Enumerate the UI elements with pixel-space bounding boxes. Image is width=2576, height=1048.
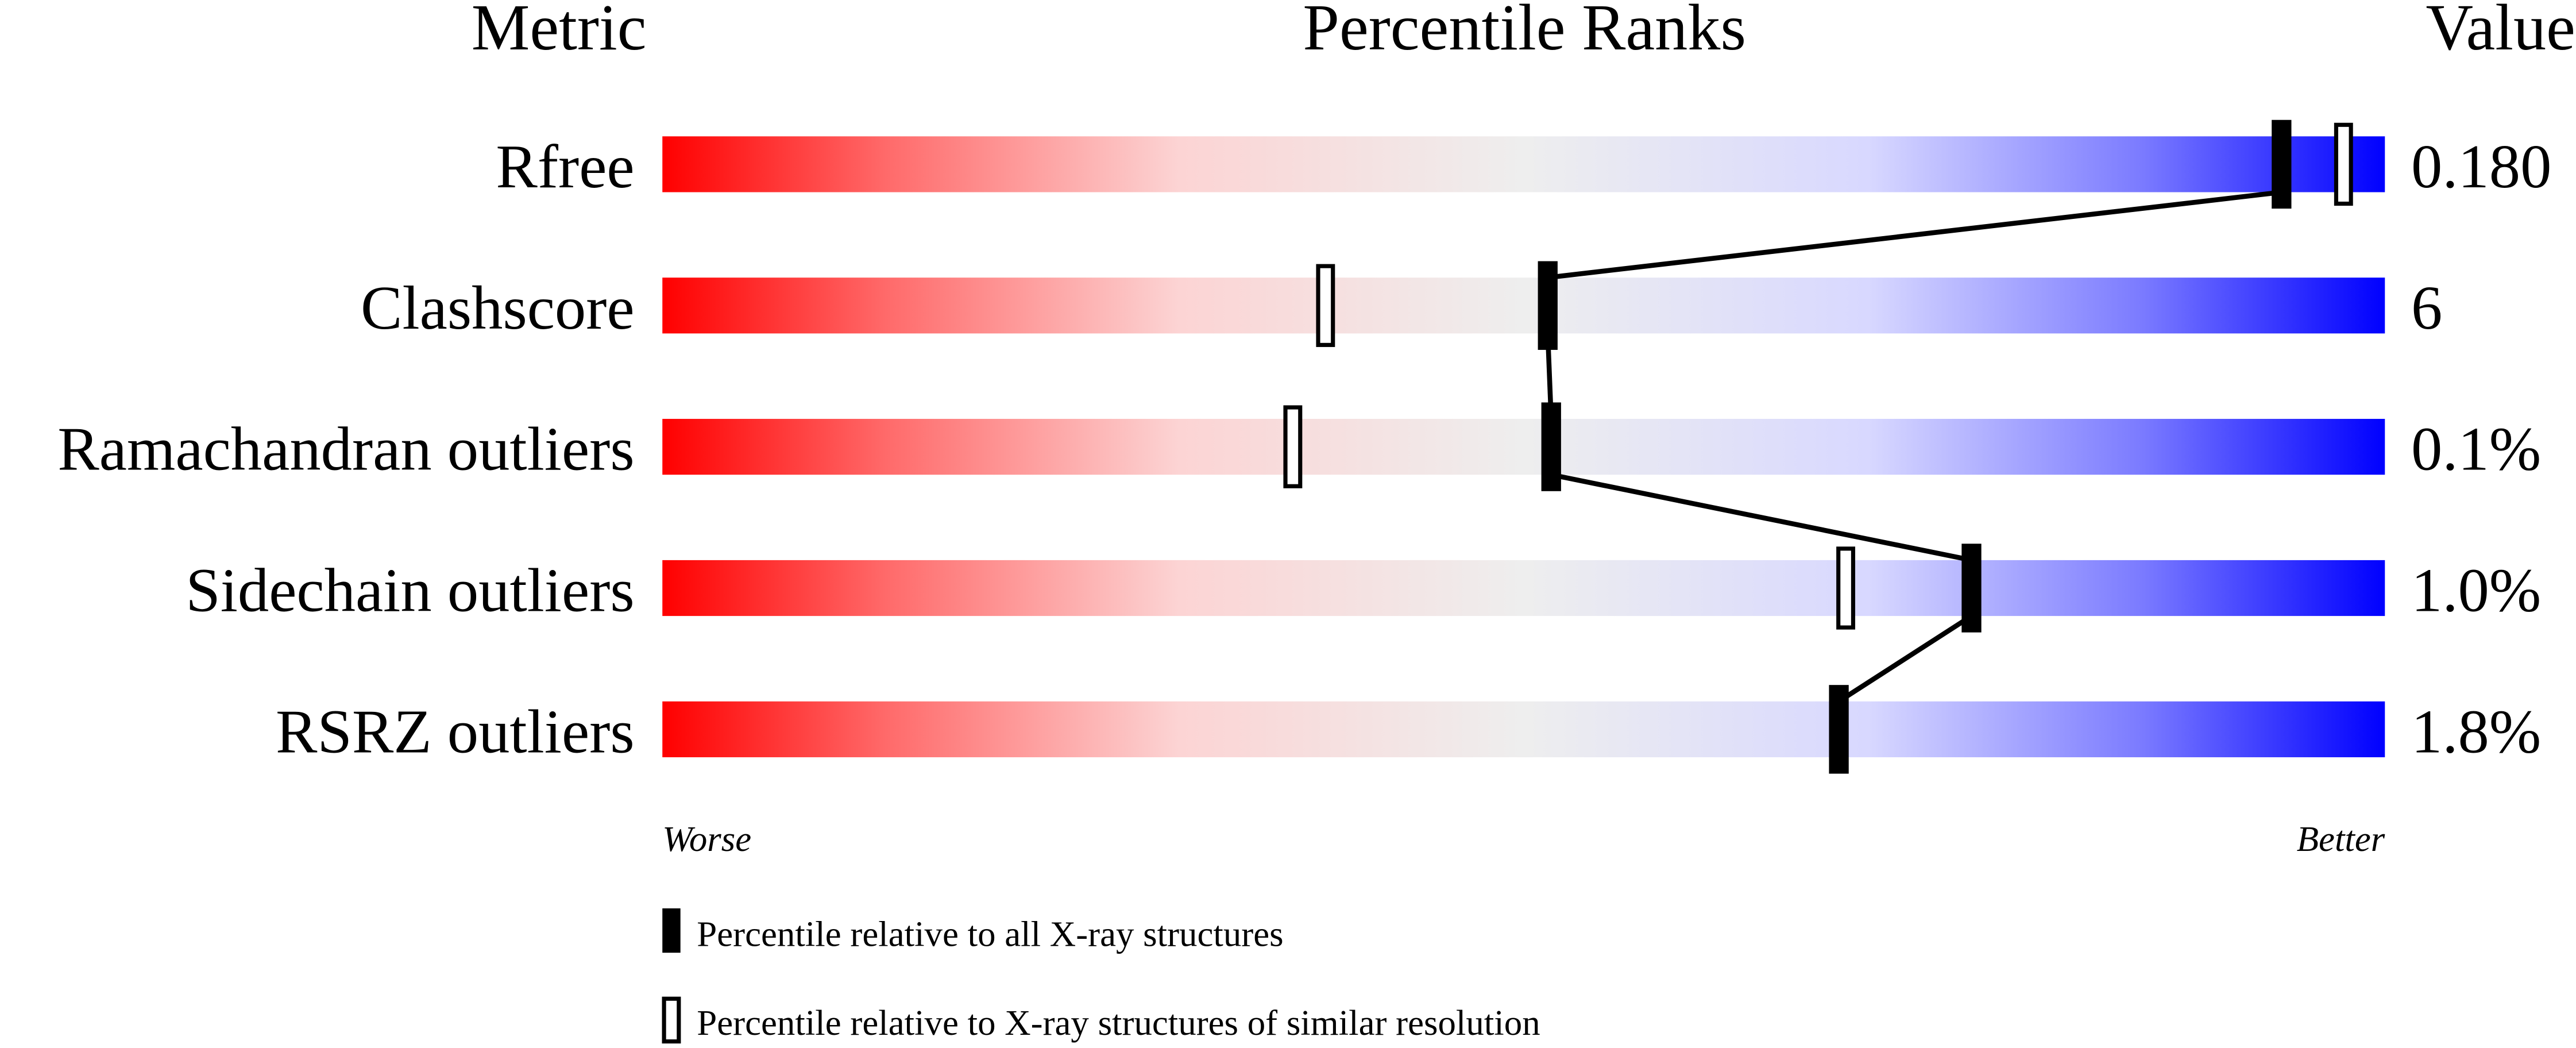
similar-resolution-marker [1283,405,1303,488]
similar-resolution-marker [2334,122,2353,206]
header-metric: Metric [472,0,647,64]
connector-line [1550,472,1972,563]
all-structures-marker [2272,120,2292,209]
percentile-bar [662,136,2385,192]
percentile-bar [662,278,2385,334]
metric-value: 1.8% [2411,697,2541,766]
better-label: Better [2297,819,2385,859]
metric-value: 1.0% [2411,556,2541,625]
metric-label: RSRZ outliers [276,697,635,766]
legend-open-label: Percentile relative to X-ray structures … [697,1003,1540,1043]
all-structures-marker [1829,685,1849,774]
header-percentile-ranks: Percentile Ranks [1303,0,1746,64]
similar-resolution-marker [1836,546,1856,630]
metric-label: Ramachandran outliers [57,415,634,484]
legend-filled-label: Percentile relative to all X-ray structu… [697,914,1283,954]
metric-label: Clashscore [361,273,635,342]
legend-filled-marker [662,908,681,953]
worse-label: Worse [662,819,751,859]
connector-line [1547,190,2282,280]
legend-open-marker [662,996,681,1044]
metric-label: Sidechain outliers [186,556,634,625]
connector-line [1837,614,1973,704]
metric-value: 0.1% [2411,415,2541,484]
percentile-bar [662,560,2385,617]
percentile-bar [662,419,2385,475]
metric-label: Rfree [496,132,634,201]
all-structures-marker [1961,544,1982,633]
all-structures-marker [1538,261,1558,350]
metric-value: 0.180 [2411,132,2551,201]
header-value: Value [2426,0,2575,64]
similar-resolution-marker [1316,264,1335,347]
percentile-bar [662,701,2385,757]
all-structures-marker [1541,402,1561,491]
metric-value: 6 [2411,273,2442,342]
